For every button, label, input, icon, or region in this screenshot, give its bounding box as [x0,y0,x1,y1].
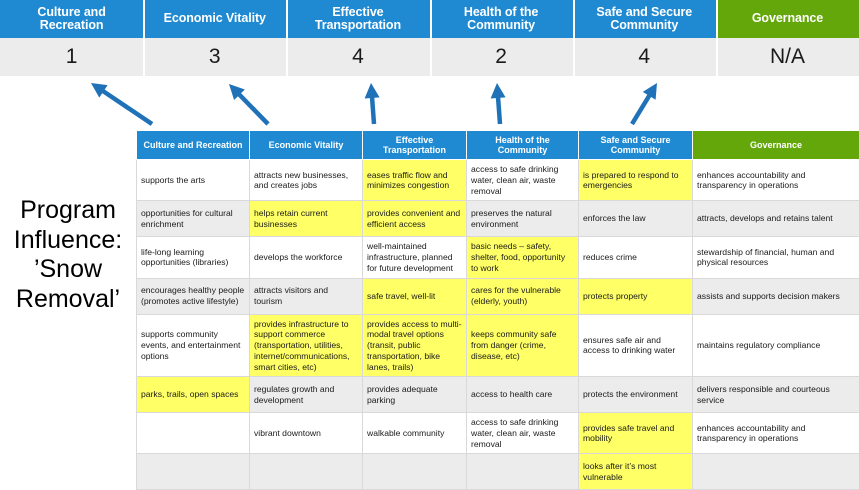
matrix-cell: eases traffic flow and minimizes congest… [363,160,467,201]
matrix-cell: looks after it’s most vulnerable [579,454,693,490]
matrix-cell: safe travel, well-lit [363,278,467,314]
matrix-cell: provides adequate parking [363,377,467,413]
matrix-cell: supports community events, and entertain… [137,314,250,377]
matrix-cell: enforces the law [579,201,693,237]
matrix-cell: parks, trails, open spaces [137,377,250,413]
matrix-cell: attracts, develops and retains talent [693,201,859,237]
score-value-economic-vitality: 3 [143,38,286,76]
matrix-cell: provides safe travel and mobility [579,413,693,454]
score-header-governance: Governance [716,0,859,38]
matrix-cell: maintains regulatory compliance [693,314,859,377]
matrix-cell: reduces crime [579,237,693,278]
matrix-cell: cares for the vulnerable (elderly, youth… [467,278,579,314]
matrix-cell: well-maintained infrastructure, planned … [363,237,467,278]
matrix-cell: helps retain current businesses [250,201,363,237]
arrow-safe-and-secure-community [632,83,657,124]
matrix-header-cell: Governance [693,131,859,160]
caption-line-1: Program [0,196,136,226]
matrix-cell: is prepared to respond to emergencies [579,160,693,201]
arrow-effective-transportation [365,83,380,124]
arrow-culture-and-recreation [91,83,152,124]
matrix-cell: life-long learning opportunities (librar… [137,237,250,278]
matrix-cell: develops the workforce [250,237,363,278]
matrix-cell: provides convenient and efficient access [363,201,467,237]
matrix-cell: protects the environment [579,377,693,413]
matrix-cell [467,454,579,490]
score-header-culture-and-recreation: Culture and Recreation [0,0,143,38]
matrix-row: life-long learning opportunities (librar… [137,237,859,278]
matrix-header-cell: Culture and Recreation [137,131,250,160]
matrix-header-cell: Health of the Community [467,131,579,160]
matrix-cell: keeps community safe from danger (crime,… [467,314,579,377]
influence-arrows [0,74,859,132]
score-header-safe-and-secure-community: Safe and Secure Community [573,0,716,38]
matrix-cell: protects property [579,278,693,314]
score-value-effective-transportation: 4 [286,38,429,76]
matrix-header-cell: Safe and Secure Community [579,131,693,160]
matrix-cell [363,454,467,490]
matrix-cell: preserves the natural environment [467,201,579,237]
matrix-cell: ensures safe air and access to drinking … [579,314,693,377]
matrix-cell: provides infrastructure to support comme… [250,314,363,377]
matrix-cell: stewardship of financial, human and phys… [693,237,859,278]
program-influence-caption: Program Influence: ’Snow Removal’ [0,196,136,314]
score-value-governance: N/A [716,38,859,76]
score-value-health-of-the-community: 2 [430,38,573,76]
matrix-cell: attracts visitors and tourism [250,278,363,314]
matrix-cell: encourages healthy people (promotes acti… [137,278,250,314]
matrix-cell: enhances accountability and transparency… [693,413,859,454]
score-header-health-of-the-community: Health of the Community [430,0,573,38]
matrix-cell: delivers responsible and courteous servi… [693,377,859,413]
matrix-header-cell: Effective Transportation [363,131,467,160]
matrix-cell: provides access to multi-modal travel op… [363,314,467,377]
matrix-cell [693,454,859,490]
matrix-header-cell: Economic Vitality [250,131,363,160]
matrix-cell [137,454,250,490]
matrix-row: looks after it’s most vulnerable [137,454,859,490]
matrix-cell [137,413,250,454]
matrix-cell: enhances accountability and transparency… [693,160,859,201]
matrix-cell: attracts new businesses, and creates job… [250,160,363,201]
caption-line-3: ’Snow [0,255,136,285]
matrix-cell: assists and supports decision makers [693,278,859,314]
arrow-economic-vitality [229,84,268,124]
matrix-cell: regulates growth and development [250,377,363,413]
matrix-cell: basic needs – safety, shelter, food, opp… [467,237,579,278]
matrix-cell: access to safe drinking water, clean air… [467,160,579,201]
matrix-cell: supports the arts [137,160,250,201]
score-header-economic-vitality: Economic Vitality [143,0,286,38]
matrix-cell: walkable community [363,413,467,454]
score-value-culture-and-recreation: 1 [0,38,143,76]
matrix-cell: vibrant downtown [250,413,363,454]
matrix-row: encourages healthy people (promotes acti… [137,278,859,314]
matrix-cell: access to health care [467,377,579,413]
caption-line-4: Removal’ [0,285,136,315]
caption-line-2: Influence: [0,226,136,256]
matrix-row: supports community events, and entertain… [137,314,859,377]
matrix-cell: access to safe drinking water, clean air… [467,413,579,454]
matrix-cell: opportunities for cultural enrichment [137,201,250,237]
score-value-safe-and-secure-community: 4 [573,38,716,76]
arrow-health-of-the-community [491,83,506,124]
score-header-effective-transportation: Effective Transportation [286,0,429,38]
matrix-cell [250,454,363,490]
